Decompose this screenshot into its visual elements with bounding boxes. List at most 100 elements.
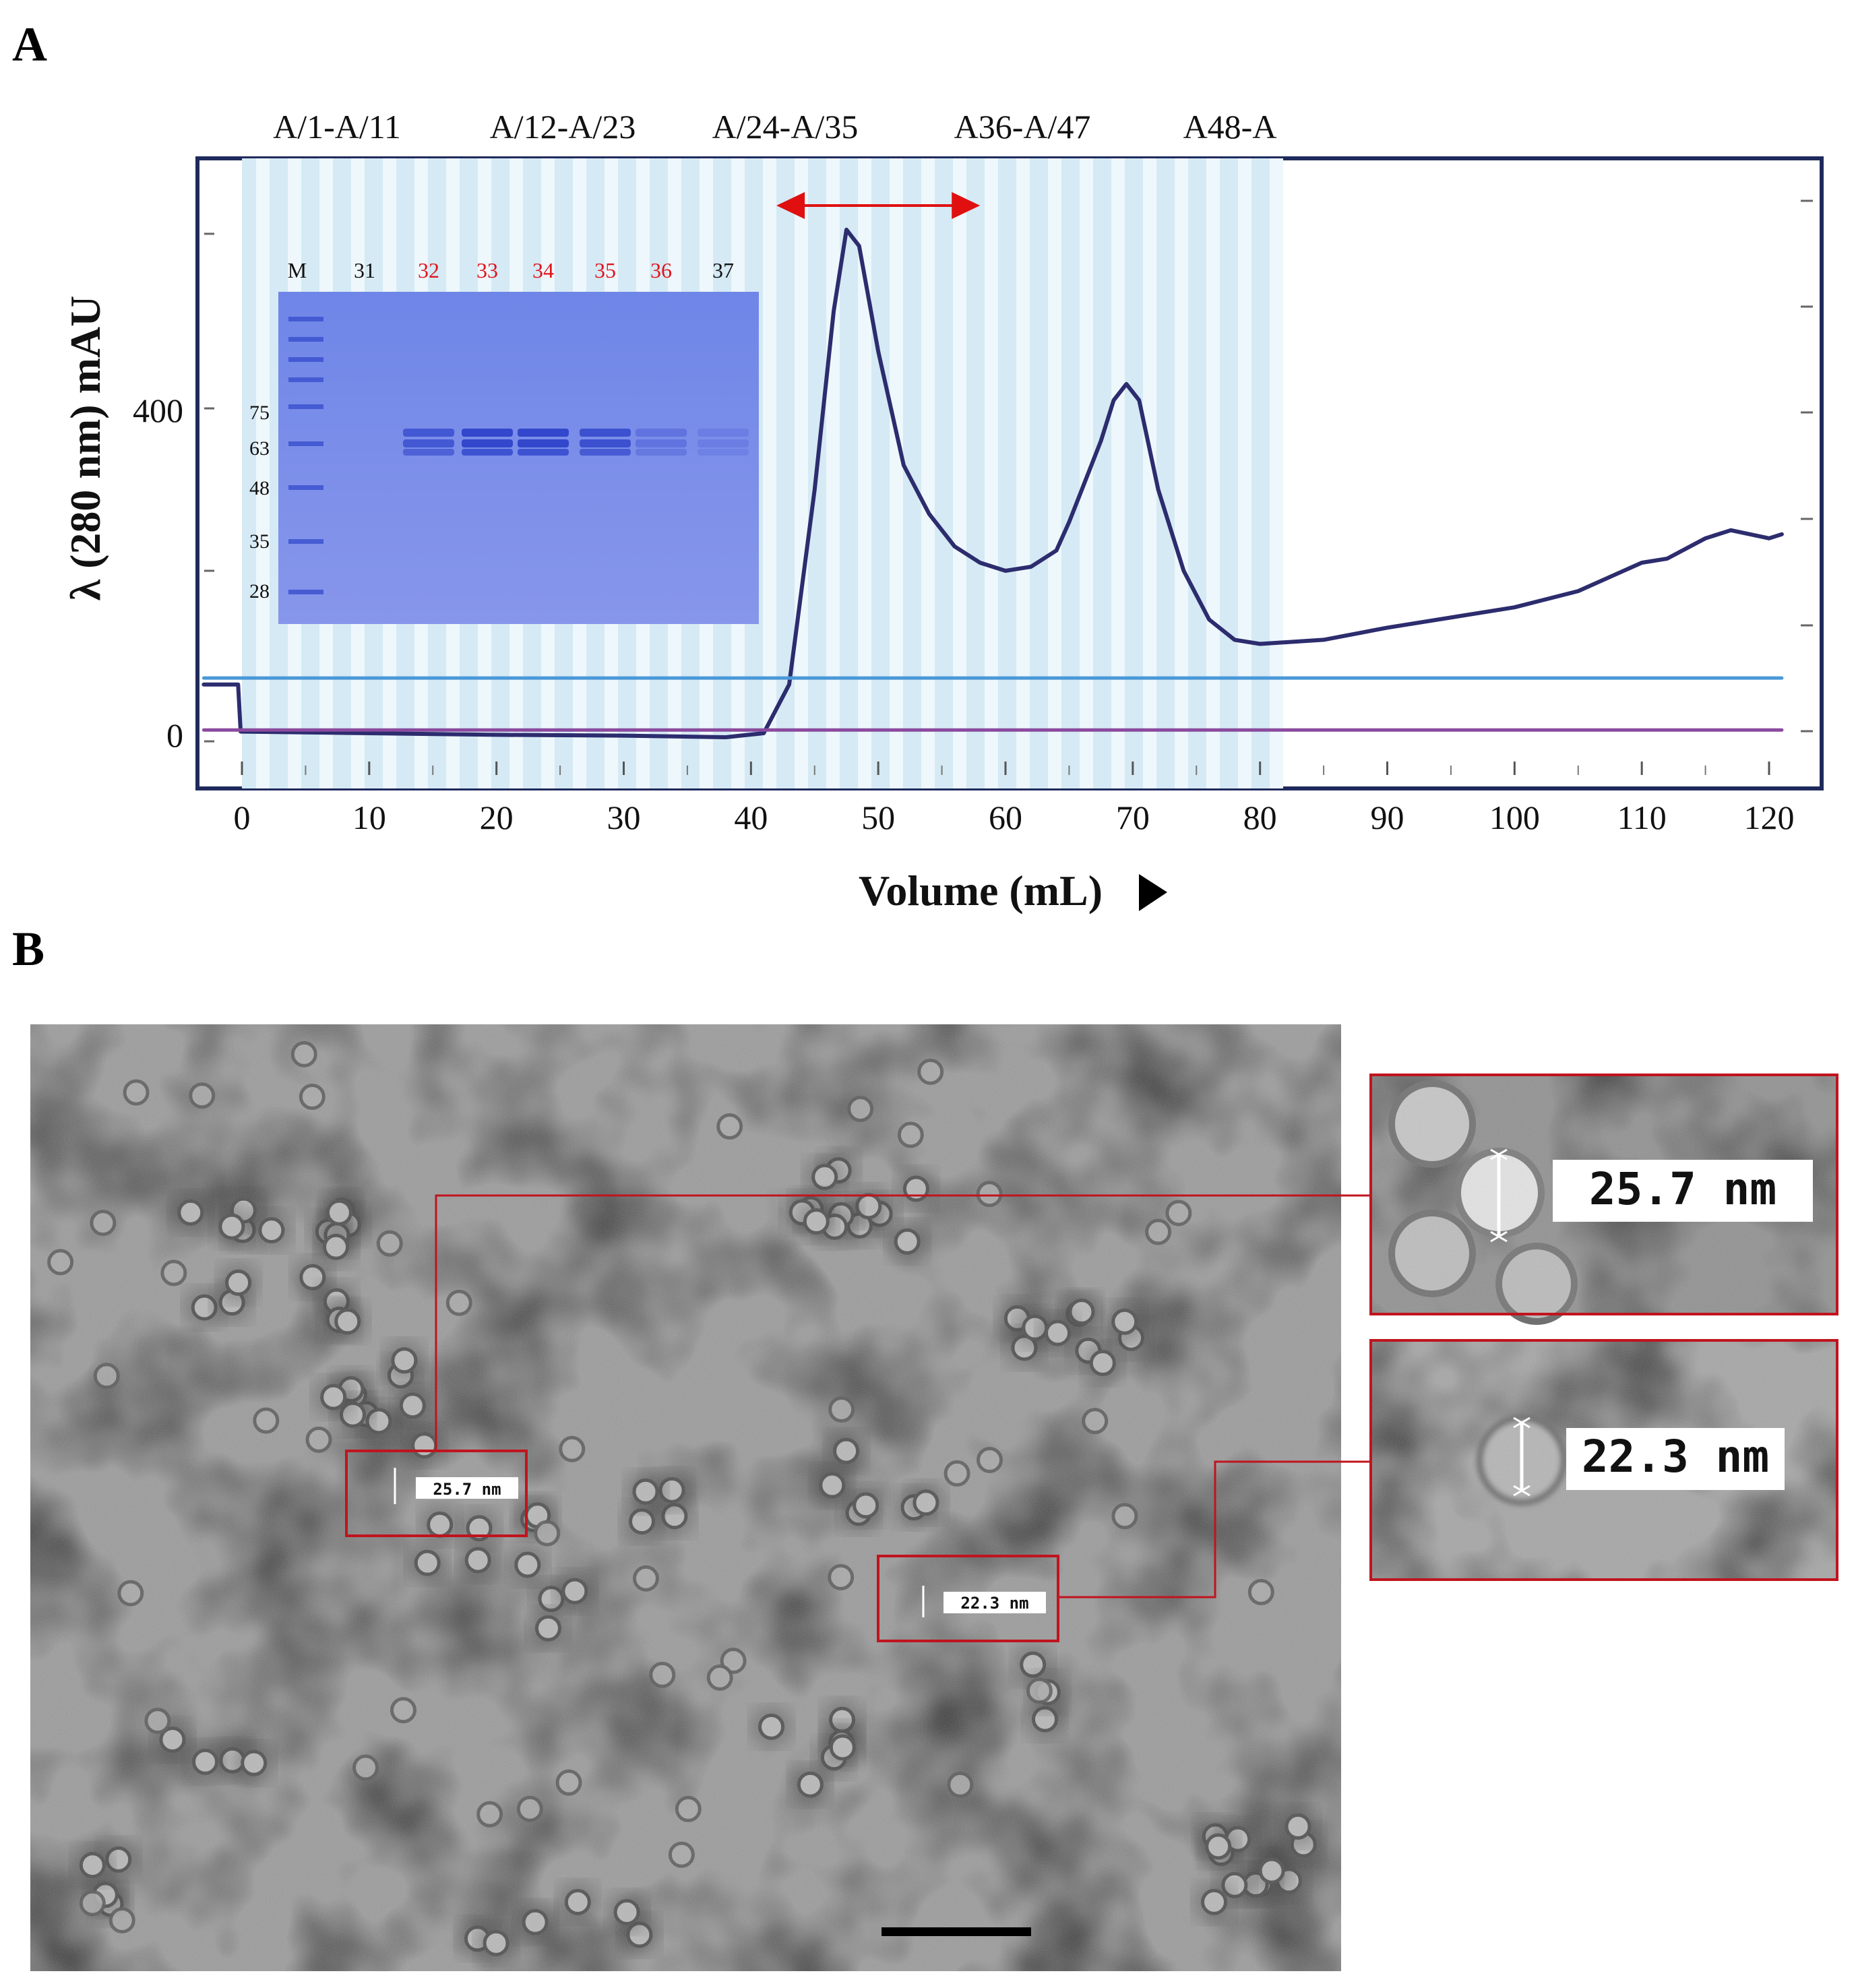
fraction-stripe (985, 158, 998, 788)
x-axis-ticks: 0 10 20 30 40 50 60 70 80 90 100 110 120 (234, 762, 1795, 836)
arrow-head-left (776, 192, 805, 219)
zoom-2-label: 22.3 nm (1582, 1431, 1769, 1483)
gel-band (698, 449, 749, 456)
x-tick-label: 50 (861, 799, 895, 836)
gel-band (462, 449, 513, 456)
gel-lane-label: 35 (594, 258, 616, 282)
fraction-stripe (1206, 158, 1220, 788)
ladder-band (288, 337, 323, 342)
fraction-stripe (953, 158, 966, 788)
measurement-2-label: 22.3 nm (960, 1594, 1028, 1613)
fraction-label: A48-A (1183, 108, 1277, 146)
x-axis-title: Volume (mL) (859, 867, 1103, 914)
ladder-band (288, 357, 323, 362)
ladder-band (288, 441, 323, 446)
ladder-band (288, 485, 323, 490)
fraction-label: A/24-A/35 (712, 108, 859, 146)
fraction-stripe (826, 158, 840, 788)
x-tick-label: 20 (480, 799, 514, 836)
fraction-stripe (763, 158, 776, 788)
y-tick-label: 0 (166, 716, 183, 754)
gel-background (278, 292, 759, 624)
fraction-stripe (795, 158, 808, 788)
gel-marker-label: 63 (249, 437, 270, 460)
arrow-head-right (952, 192, 981, 219)
fraction-label: A36-A/47 (954, 108, 1091, 146)
gel-lane-label: 34 (532, 258, 554, 282)
y-axis-title: λ (280 nm) mAU (61, 296, 109, 601)
fraction-stripe (921, 158, 935, 788)
fraction-label: A/12-A/23 (490, 108, 636, 146)
zoom-1-label: 25.7 nm (1589, 1163, 1776, 1215)
fraction-stripe (1238, 158, 1251, 788)
gel-band (518, 439, 569, 447)
connector-line-1 (435, 1194, 1371, 1451)
gel-marker-label: 48 (249, 477, 270, 499)
series-line-uv-280-nm (202, 227, 1784, 739)
gel-marker-label: 75 (249, 402, 270, 424)
y-axis-ticks: 0 400 (133, 232, 214, 754)
x-tick-label: 120 (1744, 799, 1795, 836)
y-tick-label: 400 (133, 392, 183, 429)
fraction-stripe (890, 158, 903, 788)
gel-band (518, 449, 569, 456)
gel-marker-label: 28 (249, 580, 270, 602)
panel-a-label: A (12, 18, 47, 71)
gel-marker-label: 35 (249, 530, 270, 553)
gel-band (580, 439, 631, 447)
play-arrow-icon (1139, 874, 1167, 911)
gel-lane-label: 36 (650, 258, 672, 282)
ladder-band (288, 539, 323, 544)
pooled-fractions-arrow (776, 192, 981, 219)
x-tick-label: 0 (234, 799, 251, 836)
x-tick-label: 10 (352, 799, 386, 836)
x-tick-label: 70 (1116, 799, 1150, 836)
fraction-stripe (1111, 158, 1125, 788)
gel-band (580, 449, 631, 456)
gel-band (636, 439, 687, 447)
gel-lane-label: 33 (476, 258, 498, 282)
ladder-band (288, 404, 323, 409)
x-tick-label: 60 (989, 799, 1022, 836)
x-tick-label: 80 (1243, 799, 1277, 836)
gel-lane-label: 37 (712, 258, 734, 282)
zoom-inset-1: 25.7 nm (1369, 1074, 1838, 1325)
gel-band (462, 429, 513, 437)
gel-lane-label: M (288, 258, 307, 282)
gel-band (403, 429, 454, 437)
measurement-box-2: 22.3 nm (877, 1555, 1059, 1642)
gel-band (636, 429, 687, 437)
fraction-stripe (1175, 158, 1188, 788)
fraction-stripe (256, 158, 270, 788)
ladder-band (288, 317, 323, 321)
x-tick-label: 40 (734, 799, 768, 836)
sds-page-gel-inset: M 31 32 33 34 35 36 37 75 63 48 35 28 (249, 258, 759, 624)
ladder-band (288, 377, 323, 382)
gel-lane-label: 31 (354, 258, 375, 282)
gel-band (636, 449, 687, 456)
fraction-stripe (1016, 158, 1030, 788)
chromatogram-series (202, 227, 1784, 739)
fraction-stripe (1270, 158, 1283, 788)
x-tick-label: 100 (1489, 799, 1540, 836)
gel-band (698, 439, 749, 447)
gel-band (518, 429, 569, 437)
gel-band (403, 439, 454, 447)
gel-band (698, 429, 749, 437)
gel-band (462, 439, 513, 447)
gel-band (403, 449, 454, 456)
fraction-labels: A/1-A/11 A/12-A/23 A/24-A/35 A36-A/47 A48-A (273, 108, 1276, 146)
x-tick-label: 30 (607, 799, 641, 836)
zoom-inset-2: 22.3 nm (1369, 1339, 1838, 1581)
gel-lane-label: 32 (418, 258, 439, 282)
x-tick-label: 110 (1617, 799, 1667, 836)
scale-bar (881, 1927, 1031, 1936)
ladder-band (288, 590, 323, 594)
panel-b-label: B (12, 922, 44, 976)
x-tick-label: 90 (1371, 799, 1404, 836)
fraction-stripe (1143, 158, 1156, 788)
connector-line-2 (1058, 1460, 1371, 1598)
measurement-1-label: 25.7 nm (433, 1480, 501, 1499)
tem-micrograph (30, 1024, 1341, 1971)
gel-band (580, 429, 631, 437)
